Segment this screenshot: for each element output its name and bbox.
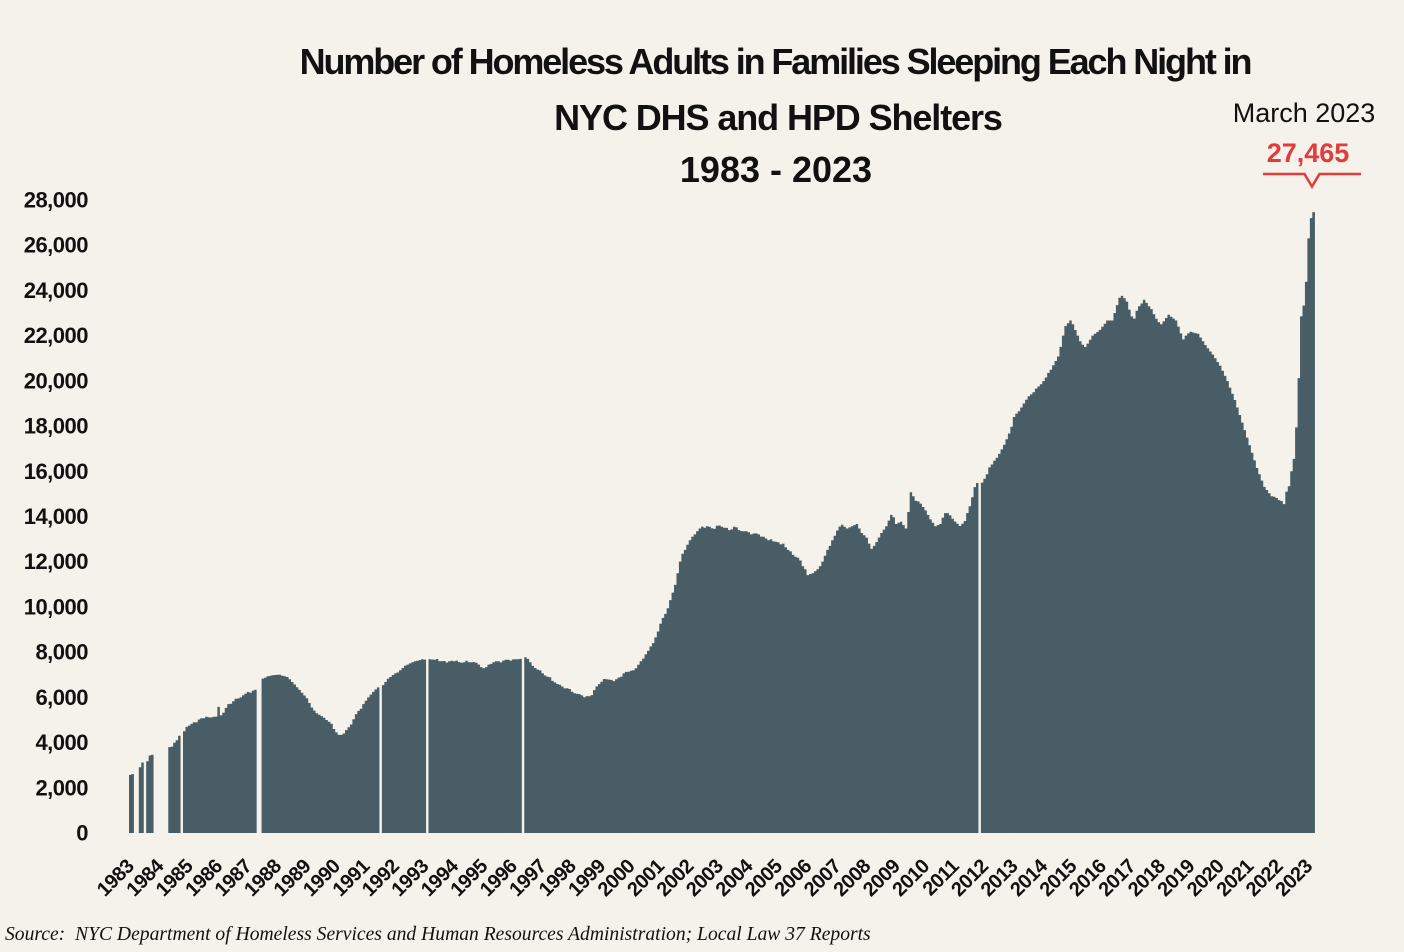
svg-text:Number of Homeless Adults in F: Number of Homeless Adults in Families Sl… (300, 41, 1251, 82)
svg-text:12,000: 12,000 (24, 549, 89, 574)
svg-text:1983 - 2023: 1983 - 2023 (680, 149, 872, 190)
svg-text:4,000: 4,000 (35, 730, 88, 755)
svg-text:Source: NYC Department of Hom: Source: NYC Department of Homeless Servi… (5, 924, 871, 945)
svg-text:20,000: 20,000 (24, 368, 89, 393)
svg-text:2,000: 2,000 (35, 775, 88, 800)
svg-text:10,000: 10,000 (24, 594, 89, 619)
svg-text:22,000: 22,000 (24, 323, 89, 348)
svg-text:26,000: 26,000 (24, 233, 89, 258)
svg-text:14,000: 14,000 (24, 504, 89, 529)
svg-text:6,000: 6,000 (35, 685, 88, 710)
svg-text:27,465: 27,465 (1267, 138, 1350, 168)
svg-text:16,000: 16,000 (24, 459, 89, 484)
svg-text:8,000: 8,000 (35, 640, 88, 665)
svg-text:24,000: 24,000 (24, 278, 89, 303)
svg-text:NYC DHS and HPD Shelters: NYC DHS and HPD Shelters (554, 97, 1002, 138)
svg-text:0: 0 (76, 821, 88, 846)
svg-text:March 2023: March 2023 (1233, 98, 1376, 128)
svg-text:18,000: 18,000 (24, 414, 89, 439)
svg-text:28,000: 28,000 (24, 188, 89, 213)
